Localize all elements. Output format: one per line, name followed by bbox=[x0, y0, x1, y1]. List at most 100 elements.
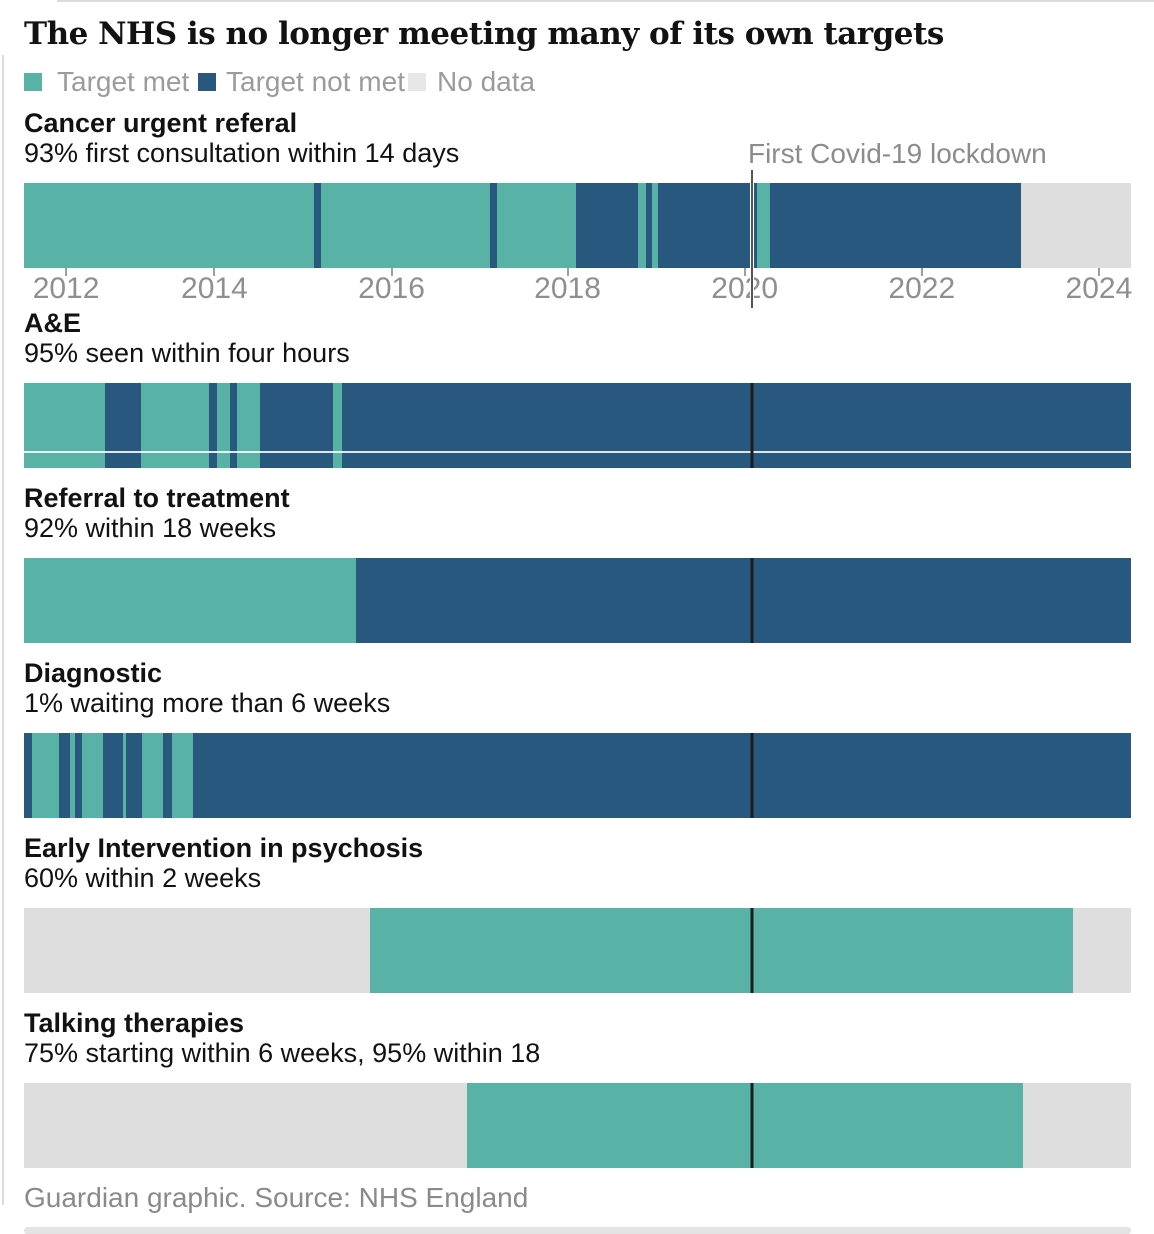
segment-met bbox=[320, 183, 491, 268]
timeline-strip-talking-therapies bbox=[24, 1083, 1131, 1168]
chart-legend: Target met Target not met No data bbox=[24, 66, 1131, 98]
segment-not_met bbox=[104, 383, 142, 468]
axis-label-2020: 2020 bbox=[711, 272, 779, 305]
segment-met bbox=[81, 733, 103, 818]
segment-not_met bbox=[59, 733, 71, 818]
section-title-referral-to-treatment: Referral to treatment bbox=[24, 483, 290, 513]
segment-not_met bbox=[490, 183, 497, 268]
section-target-referral-to-treatment: 92% within 18 weeks bbox=[24, 513, 277, 543]
page-title: The NHS is no longer meeting many of its… bbox=[24, 16, 944, 52]
segment-not_met bbox=[125, 733, 143, 818]
axis-tick-2022 bbox=[920, 268, 923, 276]
axis-tick-2018 bbox=[566, 268, 569, 276]
section-title-cancer-urgent-referal: Cancer urgent referal bbox=[24, 108, 298, 138]
timeline-strip-diagnostic bbox=[24, 733, 1131, 818]
segment-not_met bbox=[24, 733, 32, 818]
horizontal-scrollbar-track[interactable] bbox=[24, 1227, 1131, 1234]
segment-met bbox=[638, 183, 647, 268]
covid-lockdown-line bbox=[750, 558, 754, 643]
segment-met bbox=[332, 383, 342, 468]
frame-left-edge bbox=[2, 55, 4, 1205]
axis-tick-2020 bbox=[743, 268, 746, 276]
covid-lockdown-line bbox=[750, 908, 754, 993]
segment-met bbox=[24, 383, 105, 468]
legend-label-target-not-met: Target not met bbox=[226, 66, 405, 97]
segment-not_met bbox=[229, 383, 237, 468]
section-target-talking-therapies: 75% starting within 6 weeks, 95% within … bbox=[24, 1038, 541, 1068]
covid-lockdown-annotation: First Covid-19 lockdown bbox=[747, 138, 1047, 169]
segment-met bbox=[70, 733, 75, 818]
legend-label-no-data: No data bbox=[437, 66, 536, 97]
section-title-diagnostic: Diagnostic bbox=[24, 658, 163, 688]
covid-lockdown-line bbox=[750, 733, 754, 818]
section-target-diagnostic: 1% waiting more than 6 weeks bbox=[24, 688, 391, 718]
axis-tick-2016 bbox=[390, 268, 393, 276]
chart-sections: Cancer urgent referal 93% first consultat… bbox=[24, 108, 1133, 1168]
segment-met bbox=[651, 183, 659, 268]
segment-met bbox=[24, 558, 357, 643]
segment-met bbox=[141, 383, 209, 468]
timeline-strip-referral-to-treatment bbox=[24, 558, 1131, 643]
covid-lockdown-line bbox=[750, 1083, 754, 1168]
segment-not_met bbox=[102, 733, 123, 818]
timeline-strip-early-intervention-in-psychosis bbox=[24, 908, 1131, 993]
section-target-a-e: 95% seen within four hours bbox=[24, 338, 350, 368]
segment-not_met bbox=[74, 733, 82, 818]
segment-not_met bbox=[314, 183, 321, 268]
chart-section-early-intervention-in-psychosis: Early Intervention in psychosis 60% withi… bbox=[24, 833, 1131, 993]
segment-met bbox=[31, 733, 60, 818]
segment-met bbox=[756, 183, 771, 268]
section-title-talking-therapies: Talking therapies bbox=[24, 1008, 245, 1038]
segment-not_met bbox=[208, 383, 217, 468]
source-credit: Guardian graphic. Source: NHS England bbox=[24, 1182, 529, 1213]
legend-label-target-met: Target met bbox=[57, 66, 190, 97]
chart-section-a-e: A&E 95% seen within four hours bbox=[24, 308, 1131, 468]
covid-lockdown-line bbox=[750, 170, 755, 308]
segment-not_met bbox=[770, 183, 1022, 268]
segment-met bbox=[236, 383, 260, 468]
axis-label-2014: 2014 bbox=[181, 272, 248, 305]
segment-met bbox=[496, 183, 577, 268]
timeline-strip-cancer-urgent-referal bbox=[24, 183, 1131, 268]
segment-met bbox=[466, 1083, 1023, 1168]
segment-not_met bbox=[356, 558, 1131, 643]
timeline-strip-a-e bbox=[24, 383, 1131, 468]
segment-no_data bbox=[1073, 908, 1131, 993]
chart-section-talking-therapies: Talking therapies 75% starting within 6 w… bbox=[24, 1008, 1131, 1168]
segment-not_met bbox=[658, 183, 757, 268]
segment-met bbox=[122, 733, 126, 818]
segment-met bbox=[216, 383, 230, 468]
segment-not_met bbox=[341, 383, 1131, 468]
segment-no_data bbox=[1022, 1083, 1131, 1168]
axis-label-2024: 2024 bbox=[1065, 272, 1133, 305]
segment-not_met bbox=[163, 733, 173, 818]
segment-met bbox=[172, 733, 194, 818]
axis-tick-2012 bbox=[65, 268, 68, 276]
axis-label-2018: 2018 bbox=[534, 272, 601, 305]
frame-top-edge bbox=[57, 0, 1154, 2]
axis-label-2012: 2012 bbox=[32, 272, 100, 305]
segment-no_data bbox=[24, 1083, 467, 1168]
segment-not_met bbox=[646, 183, 652, 268]
section-title-a-e: A&E bbox=[24, 308, 82, 338]
x-axis-years: 2012 2014 2016 2018 2020 2022 2024 bbox=[24, 268, 1133, 308]
segment-met bbox=[370, 908, 1074, 993]
chart-section-cancer-urgent-referal: Cancer urgent referal 93% first consultat… bbox=[24, 108, 1133, 308]
covid-lockdown-line bbox=[750, 383, 754, 468]
axis-label-2022: 2022 bbox=[888, 272, 956, 305]
section-target-cancer-urgent-referal: 93% first consultation within 14 days bbox=[24, 138, 460, 168]
segment-met bbox=[24, 183, 315, 268]
segment-not_met bbox=[576, 183, 639, 268]
segment-met bbox=[142, 733, 164, 818]
legend-swatch-target-not-met bbox=[198, 73, 216, 91]
section-title-early-intervention-in-psychosis: Early Intervention in psychosis bbox=[24, 833, 424, 863]
axis-tick-2014 bbox=[213, 268, 216, 276]
segment-no_data bbox=[1021, 183, 1131, 268]
chart-section-diagnostic: Diagnostic 1% waiting more than 6 weeks bbox=[24, 658, 1131, 818]
legend-swatch-target-met bbox=[24, 73, 42, 91]
segment-not_met bbox=[193, 733, 1131, 818]
section-target-early-intervention-in-psychosis: 60% within 2 weeks bbox=[24, 863, 262, 893]
axis-label-2016: 2016 bbox=[358, 272, 425, 305]
segment-no_data bbox=[24, 908, 371, 993]
